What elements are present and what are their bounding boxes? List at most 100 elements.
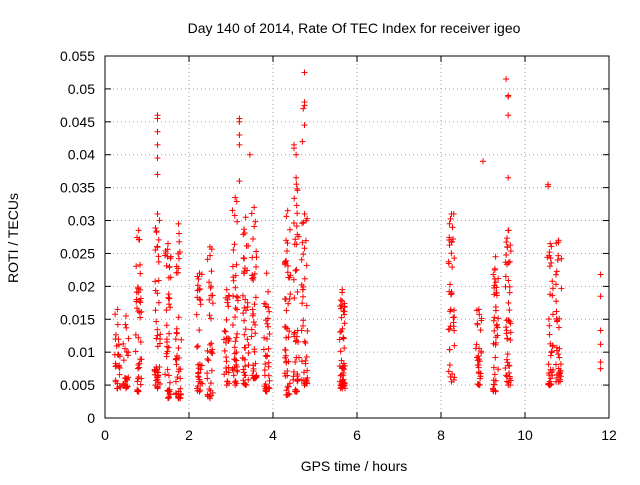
data-point xyxy=(197,297,204,304)
grid-layer xyxy=(105,56,609,418)
data-point xyxy=(491,371,498,378)
data-point xyxy=(229,365,236,372)
data-point xyxy=(294,288,301,295)
data-point xyxy=(546,322,553,329)
data-point xyxy=(234,306,241,313)
data-point xyxy=(248,210,255,217)
data-point xyxy=(290,376,297,383)
data-point xyxy=(285,274,292,281)
data-point xyxy=(294,371,301,378)
data-point xyxy=(175,220,182,227)
data-point xyxy=(152,225,159,232)
data-point xyxy=(240,231,247,238)
data-point xyxy=(233,293,240,300)
data-point xyxy=(294,210,301,217)
data-point xyxy=(293,266,300,273)
data-point xyxy=(553,315,560,322)
data-point xyxy=(290,276,297,283)
data-point xyxy=(299,239,306,246)
data-point xyxy=(503,324,510,331)
data-point xyxy=(266,377,273,384)
data-point xyxy=(112,336,119,343)
data-point xyxy=(240,377,247,384)
data-point xyxy=(558,255,565,262)
data-point xyxy=(473,354,480,361)
data-point xyxy=(177,385,184,392)
data-point xyxy=(175,345,182,352)
data-point xyxy=(175,265,182,272)
data-point xyxy=(154,115,161,122)
data-point xyxy=(251,204,258,211)
data-point xyxy=(115,363,122,370)
data-point xyxy=(156,217,163,224)
data-point xyxy=(263,388,270,395)
data-point xyxy=(556,369,563,376)
data-point xyxy=(301,382,308,389)
data-point xyxy=(549,311,556,318)
x-tick-label: 0 xyxy=(101,427,109,443)
x-tick-label: 2 xyxy=(185,427,193,443)
data-point xyxy=(222,328,229,335)
data-point xyxy=(242,363,249,370)
data-point xyxy=(206,312,213,319)
data-point xyxy=(505,93,512,100)
data-point xyxy=(135,388,142,395)
data-point xyxy=(163,262,170,269)
data-point xyxy=(265,288,272,295)
data-point xyxy=(120,357,127,364)
data-point xyxy=(249,372,256,379)
data-point xyxy=(153,335,160,342)
data-point xyxy=(135,334,142,341)
data-point xyxy=(137,381,144,388)
data-point xyxy=(282,324,289,331)
data-point xyxy=(135,308,142,315)
data-point xyxy=(450,314,457,321)
data-point xyxy=(301,275,308,282)
data-point xyxy=(242,382,249,389)
data-point xyxy=(492,279,499,286)
data-point xyxy=(166,330,173,337)
data-point xyxy=(209,350,216,357)
data-point xyxy=(229,321,236,328)
data-point xyxy=(597,341,604,348)
data-point xyxy=(166,393,173,400)
data-point xyxy=(503,356,510,363)
data-point xyxy=(233,261,240,268)
data-point xyxy=(167,274,174,281)
data-point xyxy=(172,378,179,385)
data-point xyxy=(233,367,240,374)
data-point xyxy=(262,352,269,359)
data-point xyxy=(490,317,497,324)
data-point xyxy=(447,281,454,288)
data-point xyxy=(341,320,348,327)
data-point xyxy=(241,356,248,363)
data-point xyxy=(251,301,258,308)
data-point xyxy=(448,378,455,385)
data-point xyxy=(196,388,203,395)
data-point xyxy=(475,382,482,389)
data-point xyxy=(505,277,512,284)
data-point xyxy=(283,307,290,314)
data-point xyxy=(167,253,174,260)
data-point xyxy=(265,359,272,366)
data-point xyxy=(175,250,182,257)
data-point xyxy=(597,327,604,334)
data-point xyxy=(133,305,140,312)
data-point xyxy=(249,272,256,279)
data-point xyxy=(338,328,345,335)
data-point xyxy=(449,224,456,231)
data-point xyxy=(293,181,300,188)
data-point xyxy=(209,300,216,307)
data-point xyxy=(446,242,453,249)
data-point xyxy=(293,174,300,181)
data-point xyxy=(337,329,344,336)
data-point xyxy=(263,335,270,342)
data-point xyxy=(245,376,252,383)
data-point xyxy=(492,253,499,260)
data-point xyxy=(293,202,300,209)
data-point xyxy=(340,372,347,379)
y-tick-label: 0.005 xyxy=(60,377,95,393)
data-point xyxy=(282,373,289,380)
data-point xyxy=(546,331,553,338)
data-point xyxy=(154,244,161,251)
